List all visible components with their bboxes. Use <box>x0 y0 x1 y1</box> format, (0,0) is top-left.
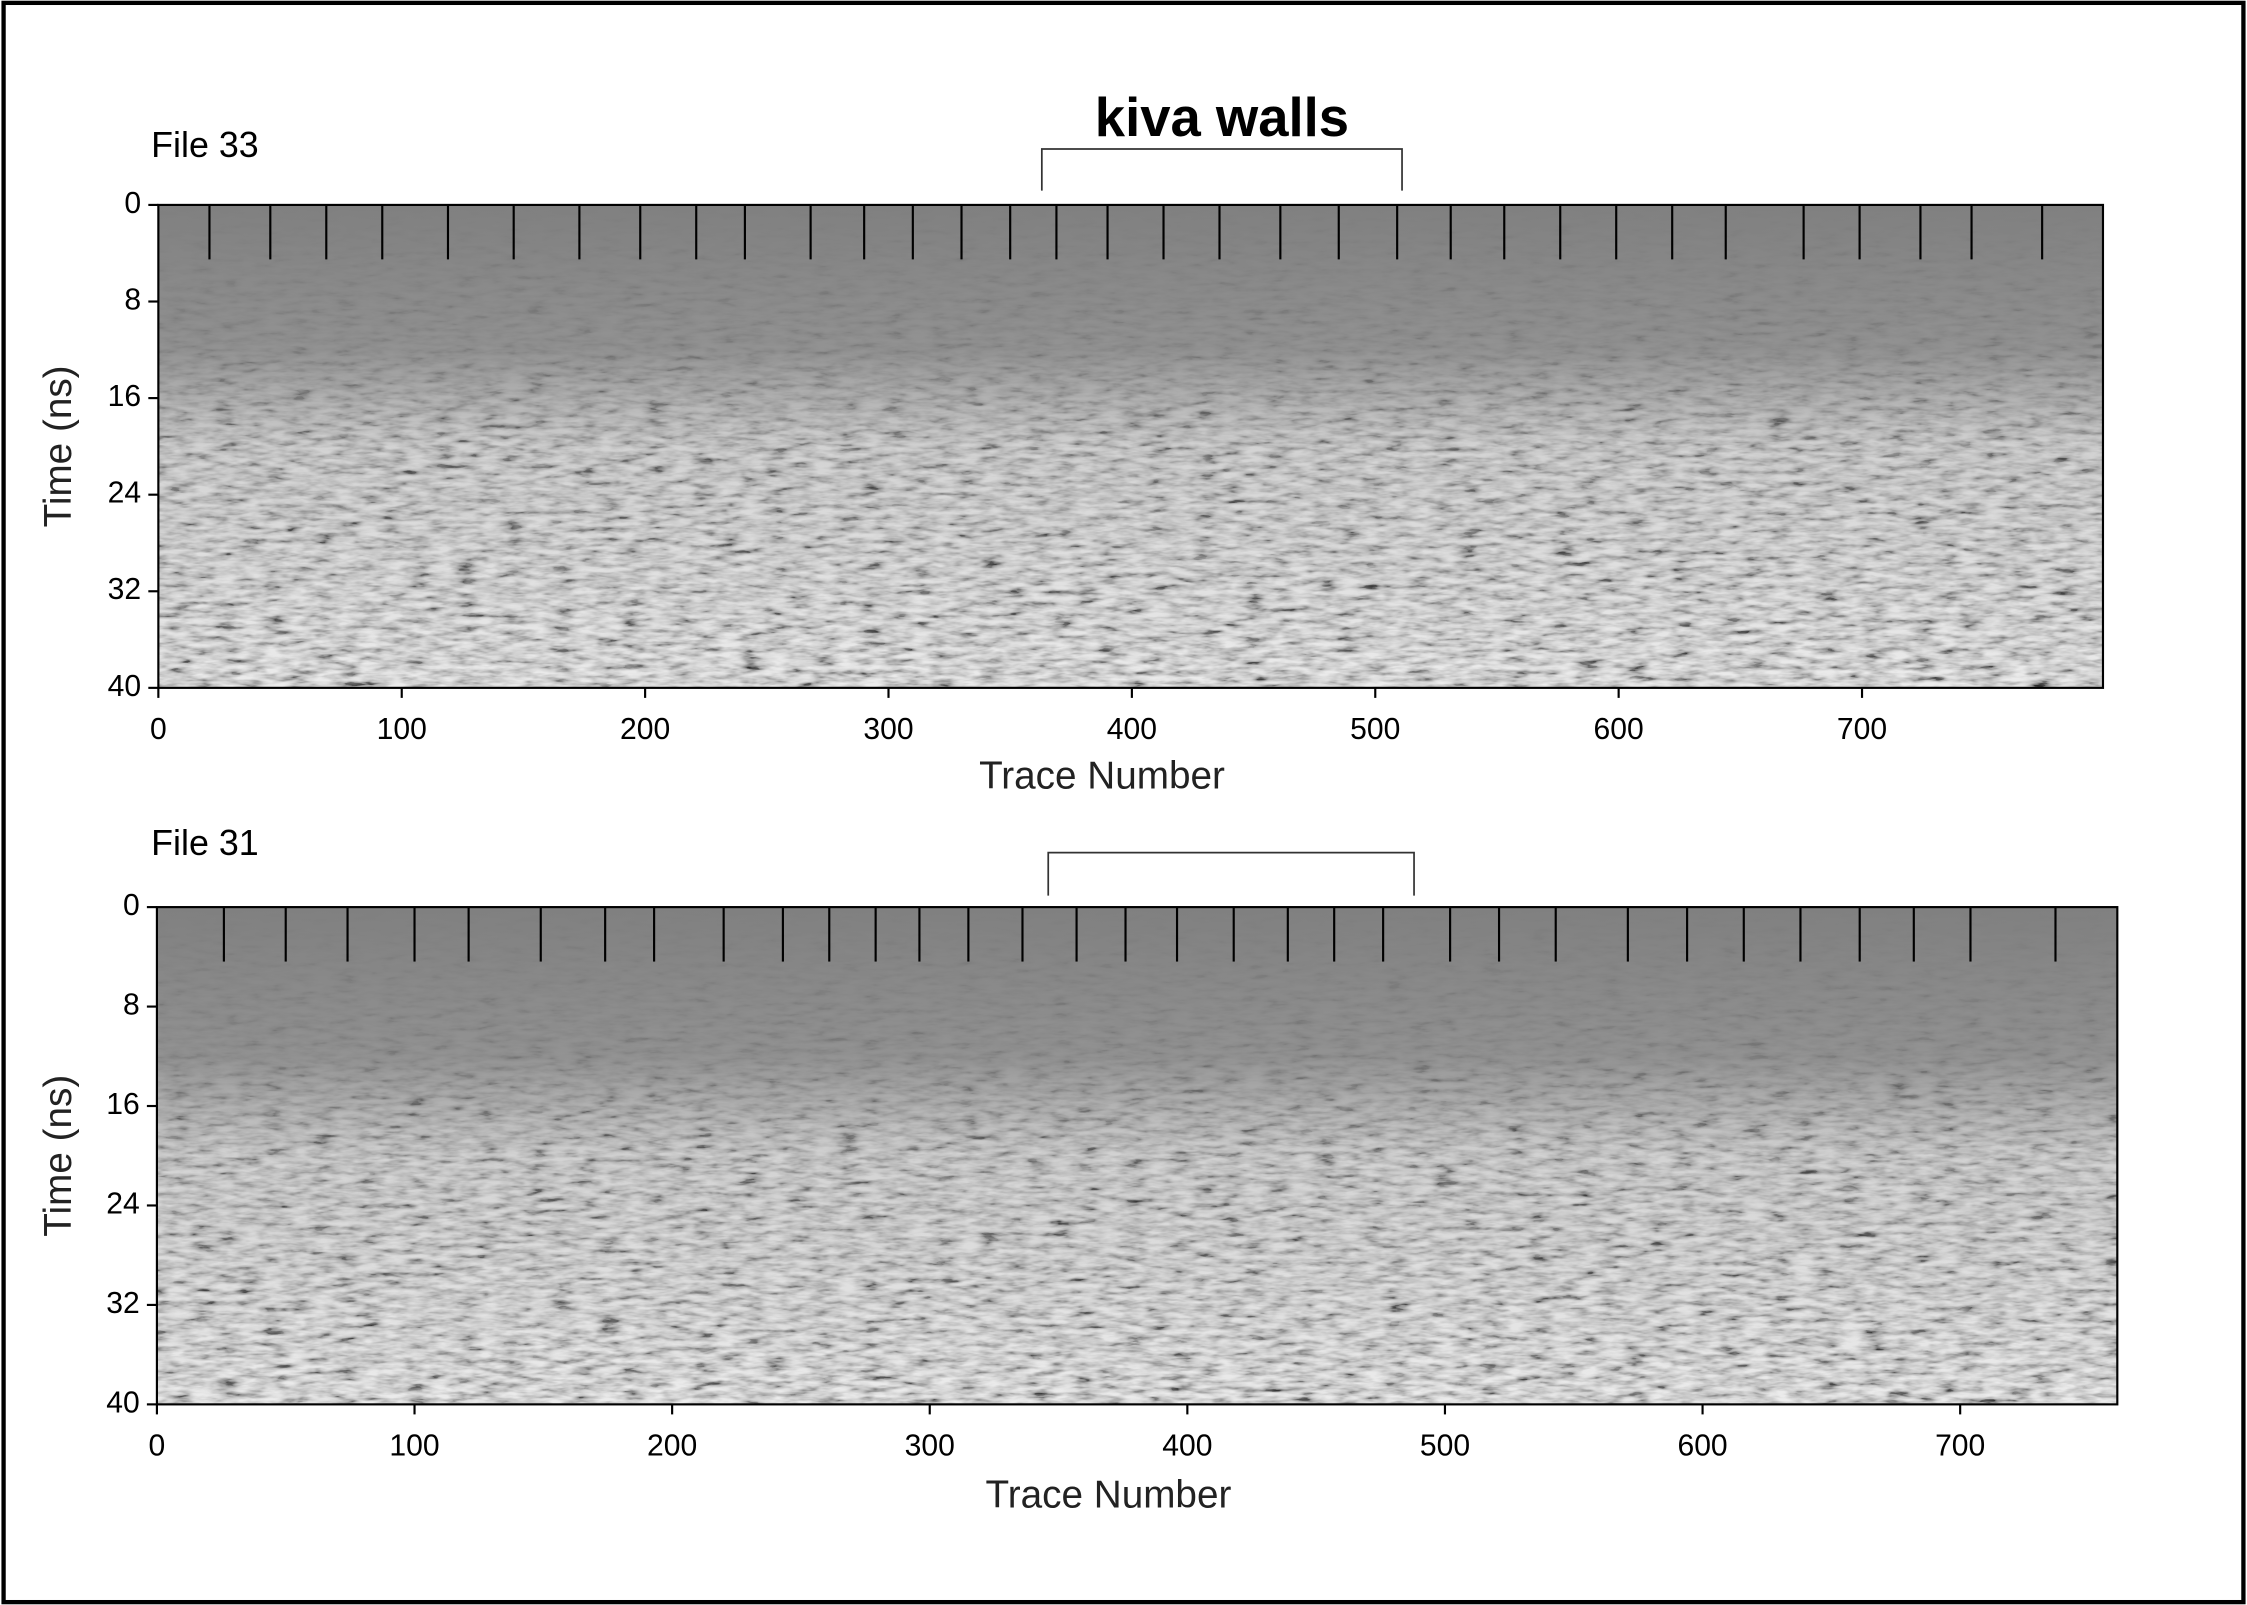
x-tick-label: 0 <box>150 713 167 746</box>
x-tick-label: 500 <box>1420 1429 1470 1462</box>
x-tick-label: 100 <box>377 713 427 746</box>
y-tick-label: 24 <box>108 477 141 510</box>
x-axis-label: Trace Number <box>979 754 1225 797</box>
y-tick-label: 0 <box>124 187 141 220</box>
y-tick-label: 40 <box>108 670 141 703</box>
x-tick-label: 200 <box>647 1429 697 1462</box>
x-tick-label: 600 <box>1594 713 1644 746</box>
radargram-fade <box>156 907 2118 1405</box>
x-tick-label: 700 <box>1837 713 1887 746</box>
bracket <box>1040 148 1403 191</box>
x-tick-label: 400 <box>1107 713 1157 746</box>
file-label: File 33 <box>151 125 258 165</box>
x-tick-label: 100 <box>389 1429 439 1462</box>
y-tick-label: 16 <box>106 1088 139 1121</box>
x-tick-label: 600 <box>1677 1429 1727 1462</box>
y-tick-label: 40 <box>106 1386 139 1419</box>
x-tick-label: 0 <box>149 1429 166 1462</box>
x-tick-label: 400 <box>1162 1429 1212 1462</box>
radargram-fade <box>158 204 2103 688</box>
x-tick-label: 700 <box>1935 1429 1985 1462</box>
x-axis-label: Trace Number <box>986 1474 1232 1517</box>
y-tick-label: 8 <box>124 283 141 316</box>
y-axis-label: Time (ns) <box>37 1075 80 1237</box>
y-tick-label: 24 <box>106 1187 139 1220</box>
plot-border <box>155 906 2119 1406</box>
x-tick-label: 300 <box>905 1429 955 1462</box>
x-tick-label: 200 <box>620 713 670 746</box>
x-tick-label: 300 <box>863 713 913 746</box>
y-tick-label: 16 <box>108 380 141 413</box>
bracket <box>1047 851 1415 896</box>
y-axis-label: Time (ns) <box>37 365 80 527</box>
plot-border <box>157 203 2105 689</box>
bracket-title: kiva walls <box>1095 87 1349 148</box>
x-tick-label: 500 <box>1350 713 1400 746</box>
file-label: File 31 <box>151 823 258 863</box>
y-tick-label: 32 <box>108 573 141 606</box>
y-tick-label: 8 <box>123 989 140 1022</box>
y-tick-label: 0 <box>123 889 140 922</box>
y-tick-label: 32 <box>106 1287 139 1320</box>
